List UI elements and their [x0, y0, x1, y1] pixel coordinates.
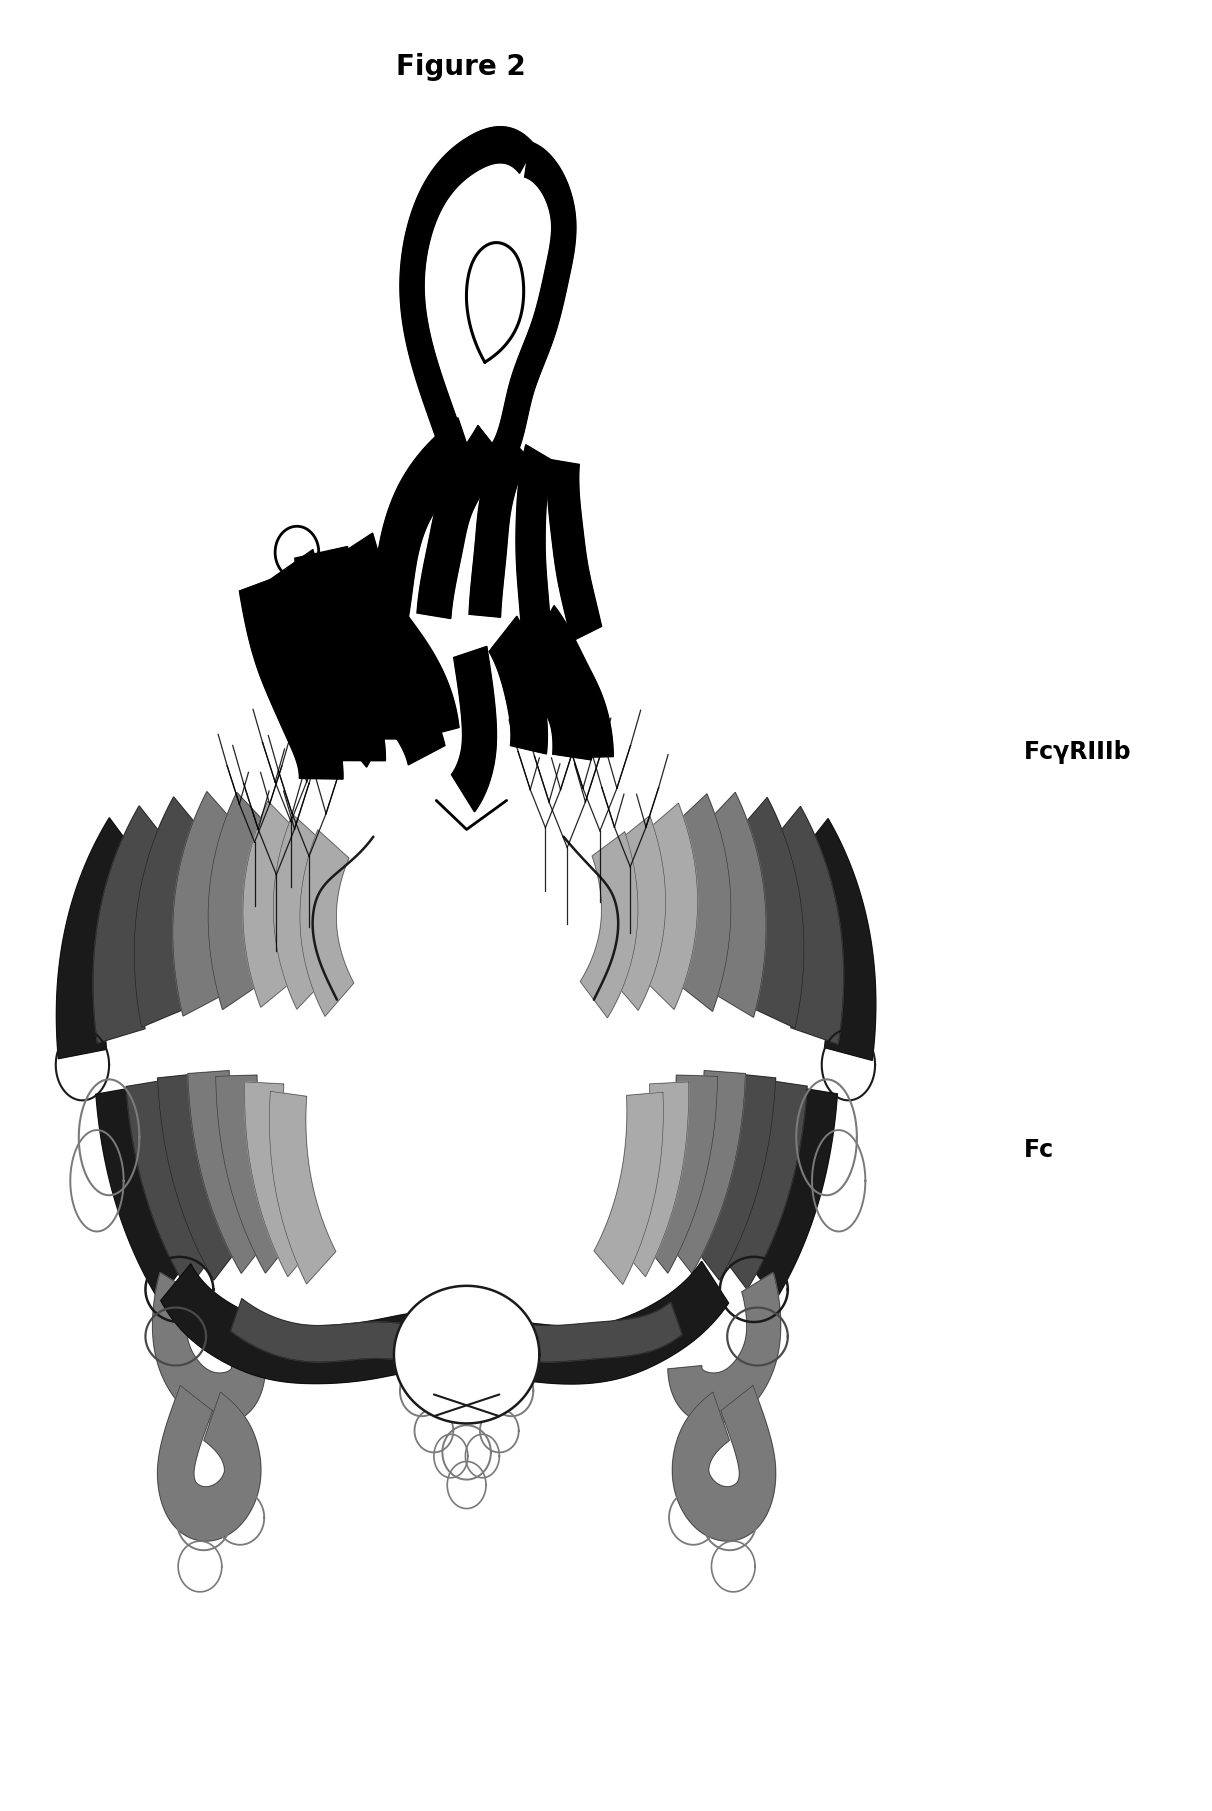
Polygon shape — [153, 1273, 265, 1423]
Polygon shape — [299, 829, 354, 1016]
Polygon shape — [742, 1087, 837, 1300]
Polygon shape — [273, 815, 328, 1009]
Polygon shape — [490, 616, 548, 753]
Polygon shape — [581, 831, 638, 1018]
Polygon shape — [93, 806, 176, 1043]
Polygon shape — [715, 1079, 807, 1289]
Polygon shape — [173, 791, 241, 1016]
Polygon shape — [269, 549, 385, 761]
Polygon shape — [230, 1298, 682, 1362]
Polygon shape — [57, 819, 145, 1059]
Polygon shape — [245, 1081, 319, 1277]
Polygon shape — [731, 797, 804, 1029]
Polygon shape — [686, 1074, 776, 1280]
Polygon shape — [510, 607, 591, 761]
Polygon shape — [216, 1076, 297, 1273]
Polygon shape — [490, 141, 576, 476]
Text: Figure 2: Figure 2 — [395, 53, 526, 81]
Polygon shape — [451, 647, 497, 811]
Polygon shape — [126, 1079, 219, 1289]
Text: FcγRIIIb: FcγRIIIb — [1024, 739, 1132, 764]
Polygon shape — [158, 1074, 247, 1280]
Polygon shape — [607, 815, 665, 1011]
Polygon shape — [668, 1273, 781, 1423]
Polygon shape — [417, 426, 504, 619]
Polygon shape — [295, 547, 412, 739]
Polygon shape — [791, 819, 876, 1061]
Polygon shape — [673, 1385, 776, 1541]
Polygon shape — [188, 1070, 273, 1273]
Polygon shape — [96, 1087, 193, 1300]
Polygon shape — [158, 1385, 261, 1541]
Polygon shape — [292, 639, 390, 768]
Polygon shape — [242, 800, 302, 1007]
Polygon shape — [764, 806, 844, 1045]
Polygon shape — [135, 797, 210, 1027]
Polygon shape — [636, 1076, 718, 1273]
Polygon shape — [400, 127, 534, 460]
Polygon shape — [661, 1070, 745, 1273]
Polygon shape — [670, 793, 731, 1011]
Polygon shape — [516, 446, 553, 627]
Polygon shape — [532, 605, 613, 757]
Polygon shape — [324, 607, 445, 764]
Polygon shape — [640, 804, 698, 1009]
Polygon shape — [370, 418, 475, 628]
Polygon shape — [161, 1260, 728, 1384]
Polygon shape — [699, 793, 766, 1018]
Polygon shape — [594, 1092, 663, 1284]
Polygon shape — [614, 1081, 688, 1277]
Polygon shape — [269, 1092, 336, 1284]
Polygon shape — [394, 1286, 539, 1423]
Polygon shape — [240, 576, 343, 779]
Polygon shape — [547, 460, 601, 641]
Polygon shape — [208, 793, 273, 1009]
Text: Fc: Fc — [1024, 1137, 1054, 1163]
Polygon shape — [331, 532, 459, 739]
Polygon shape — [469, 431, 528, 618]
